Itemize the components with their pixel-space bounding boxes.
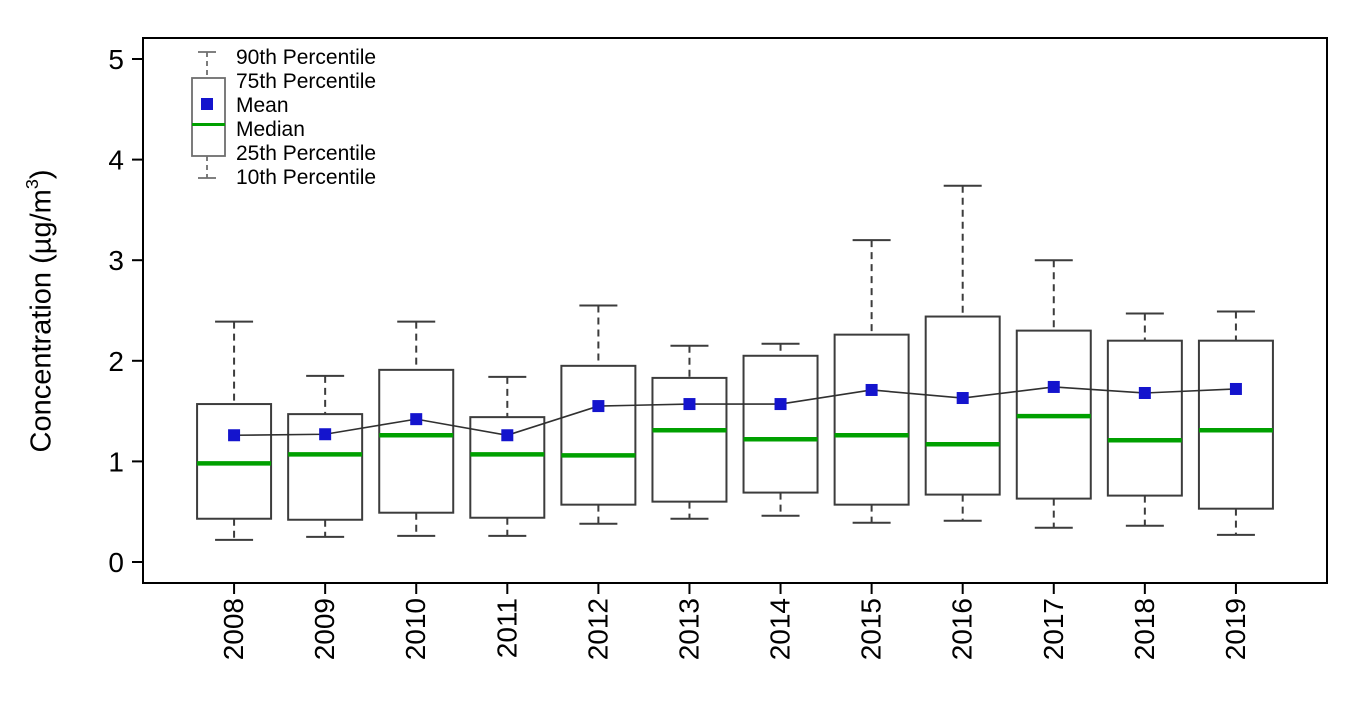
legend-label-3: Median xyxy=(236,118,305,141)
boxplot-2008 xyxy=(196,320,273,541)
boxplot-2018 xyxy=(1106,312,1183,527)
x-tick-label-2013: 2013 xyxy=(673,598,704,660)
legend-label-1: 75th Percentile xyxy=(236,70,376,93)
iqr-box xyxy=(1106,339,1183,497)
x-tick-label-2019: 2019 xyxy=(1220,598,1251,660)
legend-label-5: 10th Percentile xyxy=(236,166,376,189)
y-axis-title-text: Concentration (µg/m xyxy=(25,189,58,453)
boxplot-2019 xyxy=(1197,310,1274,536)
legend-mean-marker xyxy=(201,98,213,110)
x-tick-label-2012: 2012 xyxy=(582,598,613,660)
iqr-box xyxy=(924,315,1001,496)
y-tick-label: 4 xyxy=(108,145,124,176)
plot-frame xyxy=(142,37,1328,584)
mean-marker-2019 xyxy=(1229,382,1242,395)
boxplot-2010 xyxy=(378,320,455,537)
y-axis-title-superscript: 3 xyxy=(22,179,42,190)
iqr-box xyxy=(651,376,728,503)
legend-label-2: Mean xyxy=(236,94,289,117)
boxplot-2009 xyxy=(287,374,364,538)
mean-marker-2014 xyxy=(774,398,787,411)
mean-marker-2016 xyxy=(956,392,969,405)
boxplot-2013 xyxy=(651,344,728,520)
x-tick-label-2011: 2011 xyxy=(491,598,522,658)
y-tick-label: 1 xyxy=(108,446,124,477)
mean-marker-2017 xyxy=(1047,380,1060,393)
boxplot-2017 xyxy=(1015,259,1092,529)
mean-marker-2015 xyxy=(865,383,878,396)
y-axis-title-close: ) xyxy=(25,169,58,180)
y-tick-label: 0 xyxy=(108,547,124,578)
boxplot-2012 xyxy=(560,304,637,525)
boxplot-2015 xyxy=(833,239,910,524)
legend-label-0: 90th Percentile xyxy=(236,46,376,69)
iqr-box xyxy=(378,368,455,514)
x-tick-label-2009: 2009 xyxy=(309,598,340,660)
mean-marker-2018 xyxy=(1138,386,1151,399)
legend-label-4: 25th Percentile xyxy=(236,142,376,165)
legend-iqr-box xyxy=(191,77,226,157)
x-tick-label-2018: 2018 xyxy=(1129,598,1160,660)
iqr-box xyxy=(833,333,910,506)
mean-marker-2008 xyxy=(228,429,241,442)
y-axis-title: Concentration (µg/m3) xyxy=(15,31,58,591)
mean-line xyxy=(234,386,1236,437)
mean-marker-2009 xyxy=(319,428,332,441)
iqr-box xyxy=(1197,339,1274,510)
mean-marker-2013 xyxy=(683,398,696,411)
x-tick-label-2015: 2015 xyxy=(856,598,887,660)
x-tick-label-2014: 2014 xyxy=(765,598,796,660)
x-tick-label-2016: 2016 xyxy=(947,598,978,660)
iqr-box xyxy=(560,364,637,506)
x-tick-label-2008: 2008 xyxy=(218,598,249,660)
mean-marker-2012 xyxy=(592,400,605,413)
boxplot-2011 xyxy=(469,375,546,537)
mean-marker-2010 xyxy=(410,413,423,426)
y-tick-label: 2 xyxy=(108,346,124,377)
boxplot-2016 xyxy=(924,184,1001,522)
iqr-box xyxy=(742,354,819,494)
x-tick-label-2017: 2017 xyxy=(1038,598,1069,660)
mean-marker-2011 xyxy=(501,429,514,442)
x-tick-label-2010: 2010 xyxy=(400,598,431,660)
y-tick-label: 3 xyxy=(108,245,124,276)
y-tick-label: 5 xyxy=(108,44,124,75)
boxplot-2014 xyxy=(742,342,819,517)
